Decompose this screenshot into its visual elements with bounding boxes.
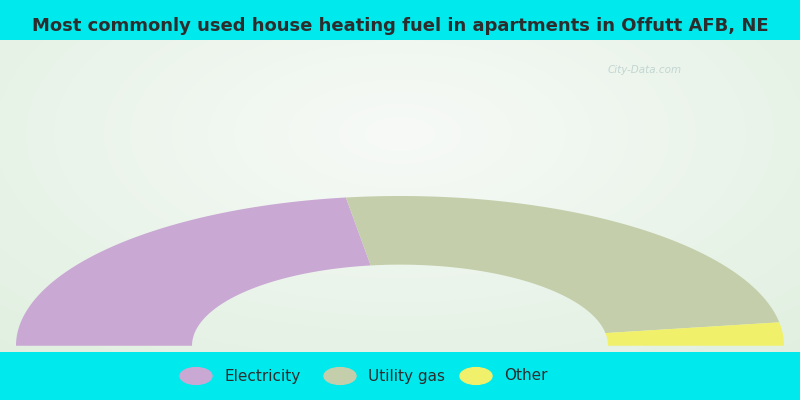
Polygon shape <box>606 322 784 346</box>
Text: Most commonly used house heating fuel in apartments in Offutt AFB, NE: Most commonly used house heating fuel in… <box>32 17 768 35</box>
Polygon shape <box>346 196 779 333</box>
Text: Other: Other <box>504 368 547 384</box>
Text: City-Data.com: City-Data.com <box>608 65 682 75</box>
Polygon shape <box>16 198 370 346</box>
Text: Electricity: Electricity <box>224 368 300 384</box>
Ellipse shape <box>180 368 212 384</box>
Ellipse shape <box>324 368 356 384</box>
Ellipse shape <box>460 368 492 384</box>
Text: Utility gas: Utility gas <box>368 368 445 384</box>
